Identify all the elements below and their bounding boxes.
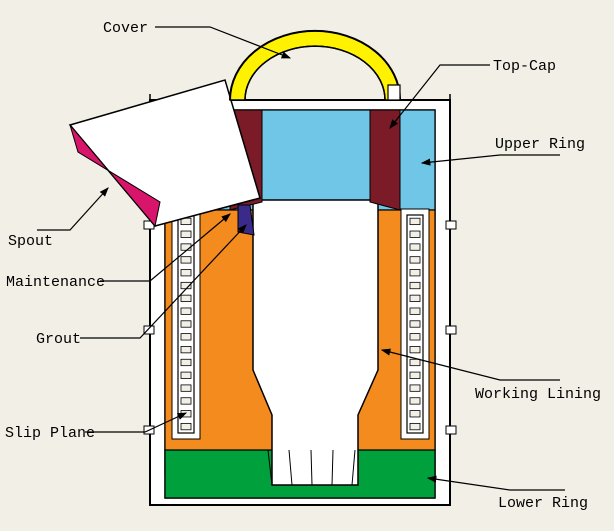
top-cap-right [370,110,400,210]
label-cover: Cover [103,20,148,37]
label-working_lining: Working Lining [475,386,601,403]
label-slip_plane: Slip Plane [5,425,95,442]
label-lower_ring: Lower Ring [498,495,588,512]
label-maintenance: Maintenance [6,274,105,291]
label-grout: Grout [36,331,81,348]
label-spout: Spout [8,233,53,250]
furnace-diagram: Cover Top-Cap Upper Ring Spout Maintenance Gr… [0,0,614,531]
label-top_cap: Top-Cap [493,58,556,75]
label-upper_ring: Upper Ring [495,136,585,153]
